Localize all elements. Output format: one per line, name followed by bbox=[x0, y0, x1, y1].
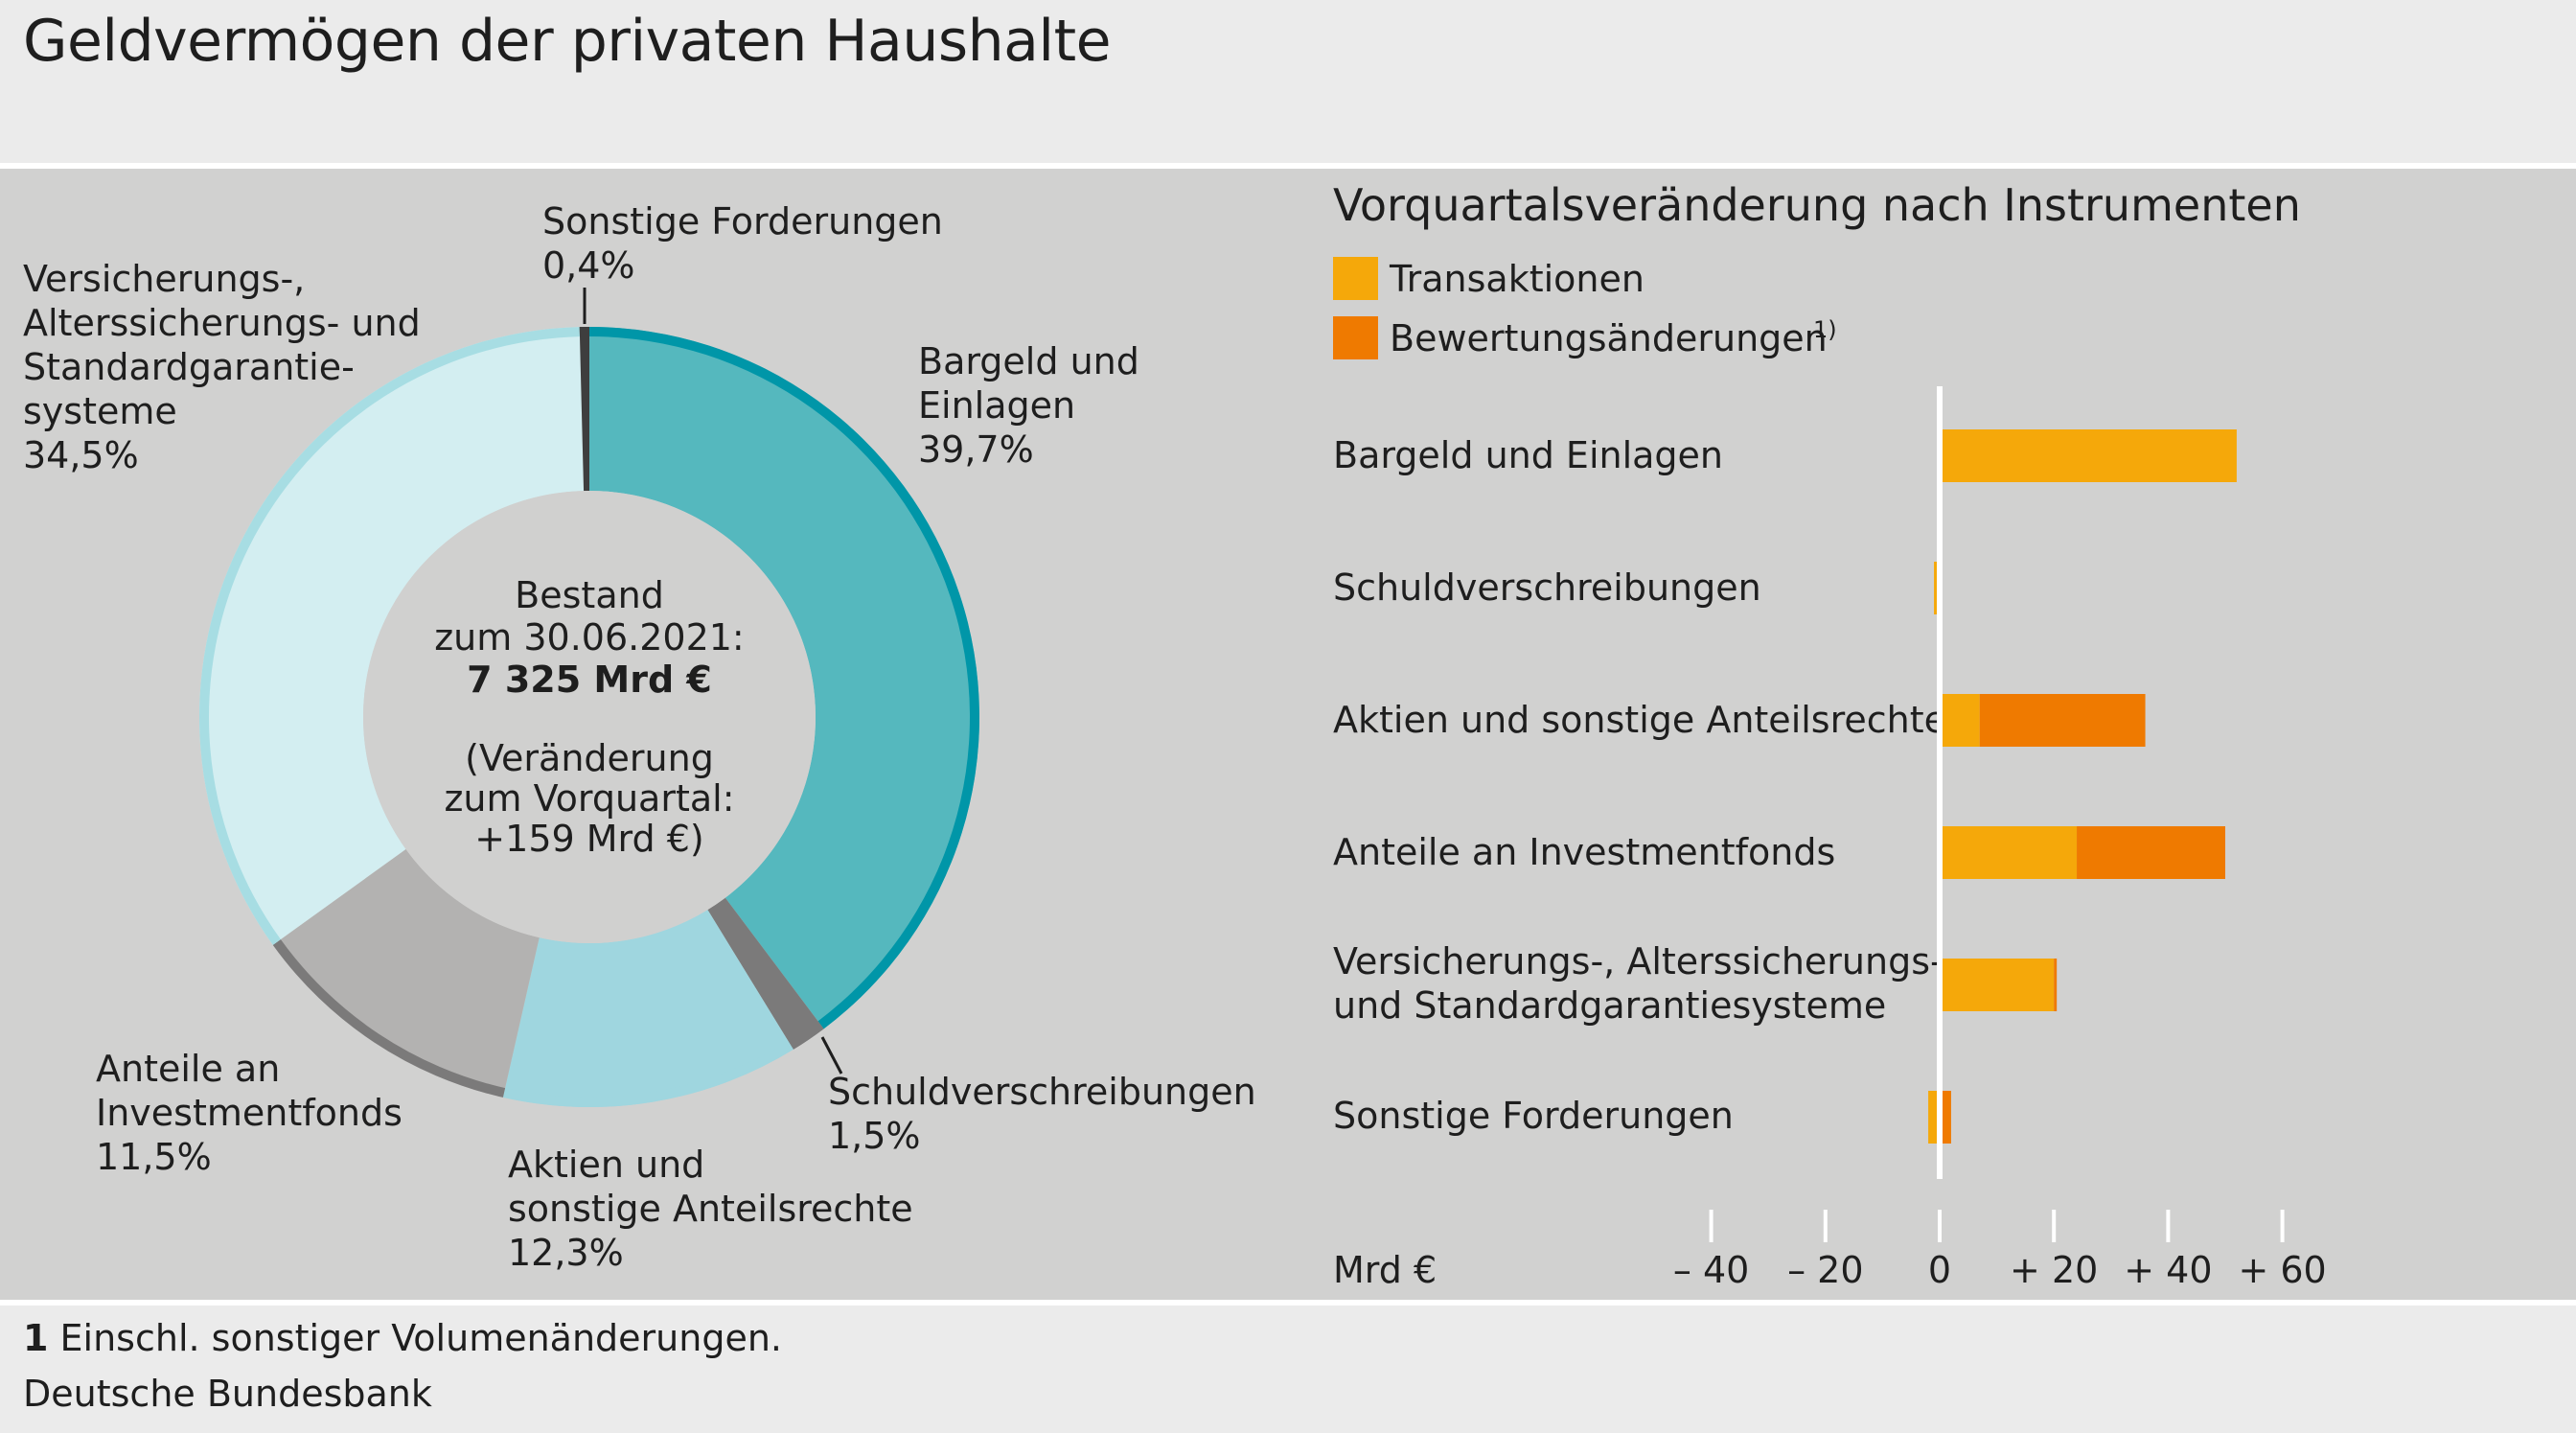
donut-slice-sonstige bbox=[579, 327, 589, 492]
label-schuld: Schuldverschreibungen bbox=[828, 1071, 1256, 1113]
pct-aktien: 12,3% bbox=[508, 1232, 624, 1274]
center-change-3: +159 Mrd €) bbox=[474, 818, 703, 860]
bar-transaktionen-versicherung bbox=[1940, 959, 2055, 1011]
x-tick-label: + 20 bbox=[2010, 1249, 2098, 1291]
row-label-versicherung-2: und Standardgarantiesysteme bbox=[1333, 984, 1886, 1027]
bar-group bbox=[1928, 429, 2237, 1144]
label-aktien-1: Aktien und bbox=[508, 1144, 704, 1186]
x-tick-label: 0 bbox=[1928, 1249, 1951, 1291]
row-label-sonstige: Sonstige Forderungen bbox=[1333, 1095, 1734, 1137]
bar-bewertung-sonstige bbox=[1940, 1091, 1951, 1144]
x-axis-unit: Mrd € bbox=[1333, 1249, 1437, 1291]
pct-versicherung: 34,5% bbox=[23, 434, 139, 476]
bar-transaktionen-sonstige bbox=[1928, 1091, 1940, 1144]
center-label: Bestand bbox=[515, 574, 664, 616]
x-tick-label: – 40 bbox=[1673, 1249, 1749, 1291]
bar-transaktionen-bargeld bbox=[1940, 429, 2237, 482]
schuld-leader bbox=[820, 1036, 843, 1075]
donut-labels: Sonstige Forderungen 0,4% Versicherungs-… bbox=[23, 200, 1256, 1274]
bar-bewertung-investment bbox=[2077, 826, 2225, 879]
donut-center bbox=[363, 491, 816, 943]
donut-chart bbox=[198, 327, 979, 1107]
top-divider bbox=[0, 163, 2576, 169]
center-value: 7 325 Mrd € bbox=[467, 659, 712, 701]
center-change-2: zum Vorquartal: bbox=[444, 777, 734, 820]
label-sonstige: Sonstige Forderungen bbox=[542, 200, 943, 243]
pct-schuld: 1,5% bbox=[828, 1115, 921, 1157]
legend-swatch-bewertung bbox=[1333, 316, 1378, 359]
donut-slice-investment bbox=[272, 848, 540, 1098]
footnote-text: Einschl. sonstiger Volumenänderungen. bbox=[48, 1317, 783, 1359]
pct-investment: 11,5% bbox=[96, 1136, 212, 1178]
center-change-1: (Veränderung bbox=[465, 737, 714, 779]
label-versicherung-1: Versicherungs-, bbox=[23, 258, 305, 300]
legend-bewertung: Bewertungsänderungen bbox=[1390, 317, 1828, 359]
legend-bewertung-footnote: 1) bbox=[1813, 316, 1837, 343]
x-tick-label: – 20 bbox=[1787, 1249, 1863, 1291]
legend-swatch-transaktionen bbox=[1333, 257, 1378, 300]
donut-rim-aktien bbox=[502, 1041, 794, 1107]
donut-rim-schuld bbox=[788, 1021, 824, 1050]
bottom-divider bbox=[0, 1300, 2576, 1306]
donut-slice-schuld bbox=[707, 897, 824, 1050]
label-investment-2: Investmentfonds bbox=[96, 1092, 402, 1134]
donut-center-text: Bestand zum 30.06.2021: 7 325 Mrd € (Ver… bbox=[434, 574, 745, 860]
donut-slice-versicherung bbox=[198, 327, 585, 945]
label-investment-1: Anteile an bbox=[96, 1048, 280, 1090]
chart-title: Geldvermögen der privaten Haushalte bbox=[23, 8, 1112, 75]
footnote-number: 1 bbox=[23, 1317, 49, 1359]
donut-slice-aktien bbox=[502, 910, 794, 1107]
legend-transaktionen: Transaktionen bbox=[1389, 258, 1644, 300]
row-label-bargeld: Bargeld und Einlagen bbox=[1333, 434, 1723, 476]
bar-transaktionen-aktien bbox=[1940, 694, 1980, 747]
row-label-investment: Anteile an Investmentfonds bbox=[1333, 831, 1835, 873]
pct-sonstige: 0,4% bbox=[542, 244, 635, 287]
label-versicherung-4: systeme bbox=[23, 390, 177, 432]
label-versicherung-3: Standardgarantie- bbox=[23, 346, 355, 388]
bar-panel-title: Vorquartalsveränderung nach Instrumenten bbox=[1333, 179, 2301, 231]
bar-transaktionen-investment bbox=[1940, 826, 2078, 879]
donut-rim-sonstige bbox=[579, 327, 589, 337]
bar-bewertung-versicherung bbox=[2054, 959, 2058, 1011]
row-label-aktien: Aktien und sonstige Anteilsrechte bbox=[1333, 699, 1946, 741]
donut-slice-bargeld bbox=[589, 327, 979, 1029]
label-versicherung-2: Alterssicherungs- und bbox=[23, 302, 421, 344]
bar-bewertung-aktien bbox=[1979, 694, 2146, 747]
row-label-versicherung-1: Versicherungs-, Alterssicherungs- bbox=[1333, 940, 1944, 982]
x-axis: – 40 – 20 0 + 20 + 40 + 60 bbox=[1673, 1210, 2327, 1291]
donut-rim-versicherung bbox=[198, 327, 581, 945]
label-aktien-2: sonstige Anteilsrechte bbox=[508, 1188, 913, 1230]
center-date: zum 30.06.2021: bbox=[434, 616, 745, 659]
bar-row-labels: Bargeld und Einlagen Schuldverschreibung… bbox=[1333, 434, 1946, 1137]
x-tick-label: + 40 bbox=[2124, 1249, 2212, 1291]
source: Deutsche Bundesbank bbox=[23, 1373, 432, 1415]
x-tick-label: + 60 bbox=[2238, 1249, 2326, 1291]
pct-bargeld: 39,7% bbox=[918, 428, 1034, 471]
label-bargeld-2: Einlagen bbox=[918, 384, 1075, 427]
row-label-schuld: Schuldverschreibungen bbox=[1333, 566, 1761, 609]
footnote: 1 Einschl. sonstiger Volumenänderungen. bbox=[23, 1317, 782, 1359]
label-bargeld-1: Bargeld und bbox=[918, 340, 1139, 382]
